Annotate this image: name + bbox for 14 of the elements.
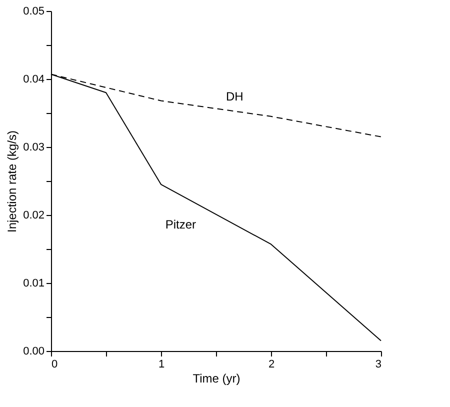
y-tick-label: 0.00 — [23, 346, 44, 358]
y-tick-label: 0.04 — [23, 74, 44, 86]
x-axis-title: Time (yr) — [192, 372, 240, 386]
x-tick-label: 3 — [375, 358, 382, 370]
y-tick-label: 0.03 — [23, 142, 44, 154]
series-label: Pitzer — [165, 217, 196, 232]
y-axis-title: Injection rate (kg/s) — [5, 130, 20, 233]
y-tick-label: 0.05 — [23, 6, 44, 18]
y-tick-label: 0.02 — [23, 210, 44, 222]
y-tick-label: 0.01 — [23, 278, 44, 290]
x-tick-label: 1 — [158, 358, 165, 370]
x-tick-label: 0 — [52, 358, 58, 370]
x-tick-label: 2 — [268, 358, 275, 370]
series-label: DH — [226, 90, 244, 104]
